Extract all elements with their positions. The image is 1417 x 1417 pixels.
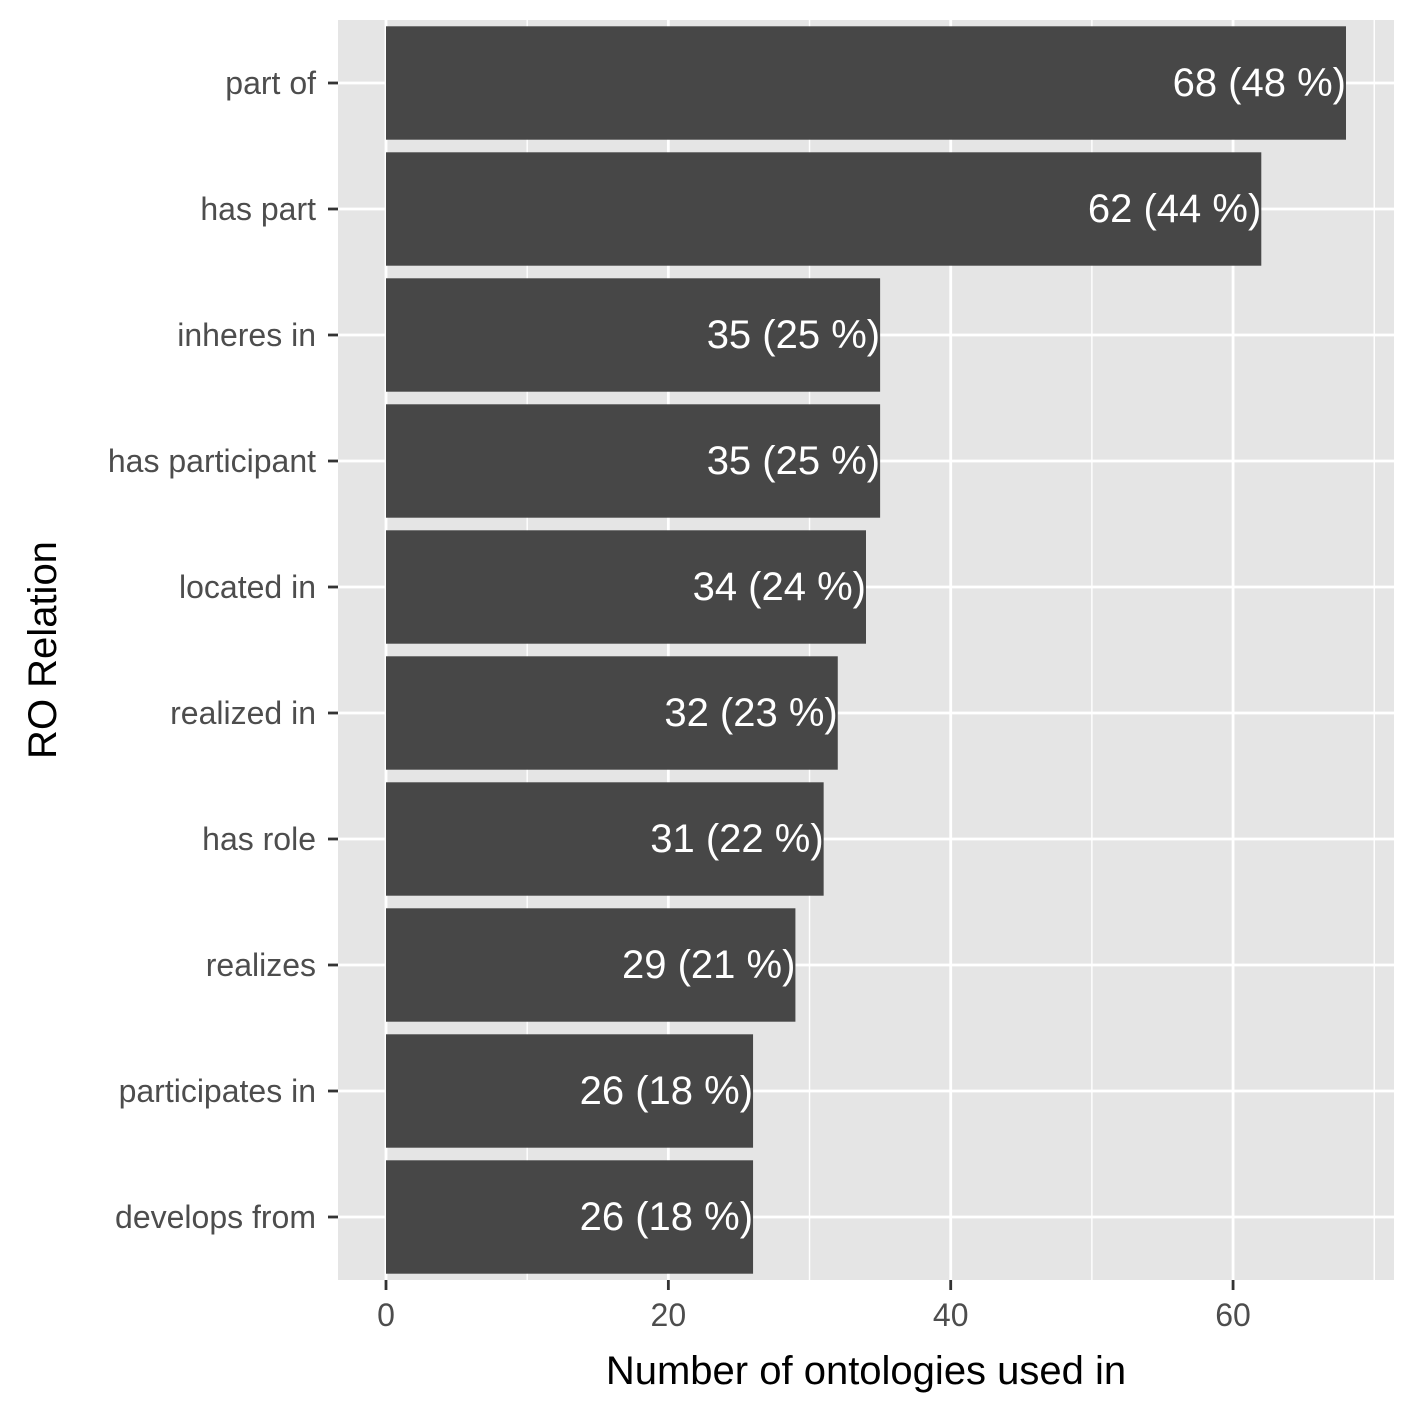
y-axis: part of has part inheres in has participant… (108, 65, 338, 1235)
bars-group (386, 26, 1346, 1274)
x-tick-label: 20 (651, 1297, 687, 1333)
y-tick-label: develops from (115, 1199, 316, 1235)
bar (386, 530, 866, 644)
bar-value-label: 68 (48 %) (1173, 61, 1346, 105)
bar-value-label: 34 (24 %) (693, 565, 866, 609)
bar (386, 1034, 754, 1148)
data-labels-group: 68 (48 %) 62 (44 %) 35 (25 %) 35 (25 %) 34 (… (580, 61, 1346, 1239)
y-tick-label: inheres in (177, 317, 316, 353)
bar-value-label: 62 (44 %) (1088, 187, 1261, 231)
x-axis-title: Number of ontologies used in (606, 1349, 1126, 1393)
bar (386, 404, 881, 518)
x-tick-label: 40 (933, 1297, 969, 1333)
x-axis: 0 20 40 60 (377, 1280, 1251, 1333)
bar (386, 278, 881, 392)
y-tick-label: has participant (108, 443, 316, 479)
bar (386, 26, 1346, 140)
bar-value-label: 31 (22 %) (650, 817, 823, 861)
y-tick-label: located in (179, 569, 316, 605)
y-tick-label: part of (225, 65, 316, 101)
bar (386, 782, 824, 896)
y-tick-label: realizes (206, 947, 316, 983)
bar (386, 656, 838, 770)
y-axis-title: RO Relation (21, 541, 65, 759)
y-tick-label: participates in (119, 1073, 316, 1109)
bar-value-label: 35 (25 %) (707, 313, 880, 357)
bar (386, 152, 1262, 266)
bar-value-label: 29 (21 %) (622, 943, 795, 987)
y-tick-label: realized in (170, 695, 316, 731)
bar-value-label: 26 (18 %) (580, 1069, 753, 1113)
bar-value-label: 32 (23 %) (664, 691, 837, 735)
bar (386, 908, 796, 1022)
x-tick-label: 60 (1215, 1297, 1251, 1333)
bar (386, 1160, 754, 1274)
bar-value-label: 26 (18 %) (580, 1195, 753, 1239)
bar-value-label: 35 (25 %) (707, 439, 880, 483)
x-tick-label: 0 (377, 1297, 395, 1333)
y-tick-label: has part (200, 191, 316, 227)
y-tick-label: has role (202, 821, 316, 857)
